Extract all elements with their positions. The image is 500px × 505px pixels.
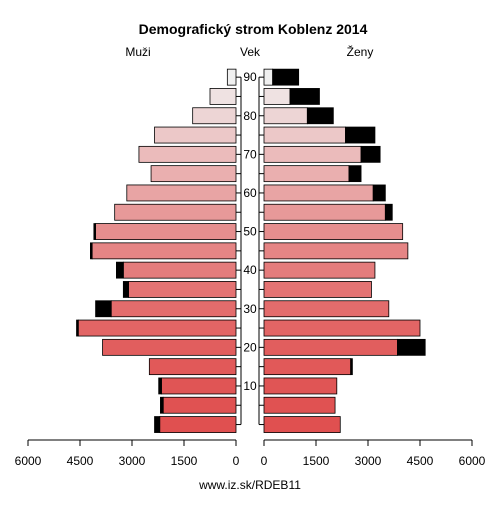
men-bar-40-44: [122, 261, 237, 279]
men-excess-bar-35-39: [122, 281, 129, 298]
women-excess-bar-85-89: [289, 88, 320, 105]
bars-group: [76, 68, 426, 433]
men-bar-20-24: [102, 338, 237, 356]
men-excess-bar-5-9: [160, 396, 164, 414]
men-x-tick-label: 3000: [119, 454, 146, 468]
axes-group: 10 20 30 40 50 60 70 80 90 6000 4500 3000 1500 0 0 1500…: [15, 70, 486, 468]
age-tick-label: 60: [243, 186, 257, 200]
women-bar-45-49: [263, 242, 409, 260]
women-bar-60-64: [263, 184, 374, 202]
men-bar-35-39: [128, 281, 237, 298]
men-label: Muži: [125, 45, 150, 59]
men-bar-45-49: [91, 242, 237, 260]
men-x-tick-label: 6000: [15, 454, 42, 468]
age-tick-label: 40: [243, 263, 257, 277]
men-bar-90+: [226, 68, 237, 86]
men-x-tick-label: 1500: [171, 454, 198, 468]
age-tick-label: 90: [243, 70, 257, 84]
women-bar-90+: [263, 68, 274, 86]
men-bar-30-34: [110, 300, 237, 318]
women-excess-bar-15-19: [350, 358, 353, 376]
women-bar-75-79: [263, 126, 346, 144]
men-bar-80-84: [192, 107, 237, 125]
women-excess-bar-90+: [272, 68, 300, 86]
men-bar-60-64: [126, 184, 237, 202]
women-excess-bar-75-79: [345, 126, 376, 144]
men-excess-bar-40-44: [116, 261, 124, 279]
age-tick-label: 80: [243, 109, 257, 123]
men-x-tick-label: 0: [233, 454, 240, 468]
women-bar-0-4: [263, 416, 341, 433]
men-bar-25-29: [77, 319, 237, 337]
women-bar-40-44: [263, 261, 376, 279]
women-bar-70-74: [263, 145, 362, 163]
men-bar-85-89: [209, 88, 237, 105]
age-tick-label: 50: [243, 225, 257, 239]
footer-url: www.iz.sk/RDEB11: [198, 478, 301, 492]
men-bar-65-69: [150, 165, 237, 183]
men-bar-0-4: [159, 416, 237, 433]
women-bar-50-54: [263, 223, 404, 240]
men-bar-5-9: [162, 396, 237, 414]
women-excess-bar-65-69: [348, 165, 362, 183]
men-excess-bar-25-29: [76, 319, 79, 337]
women-x-tick-label: 6000: [459, 454, 486, 468]
women-excess-bar-20-24: [397, 338, 426, 356]
women-excess-bar-80-84: [306, 107, 334, 125]
age-label: Vek: [240, 45, 261, 59]
men-bar-10-14: [161, 377, 237, 395]
women-bar-5-9: [263, 396, 336, 414]
age-tick-label: 70: [243, 147, 257, 161]
women-bar-15-19: [263, 358, 352, 376]
women-bar-25-29: [263, 319, 421, 337]
women-bar-55-59: [263, 203, 386, 221]
age-tick-label: 30: [243, 302, 257, 316]
men-x-tick-label: 4500: [67, 454, 94, 468]
men-bar-15-19: [148, 358, 237, 376]
women-x-tick-label: 3000: [355, 454, 382, 468]
men-excess-bar-50-54: [93, 223, 97, 240]
age-tick-label: 20: [243, 340, 257, 354]
men-excess-bar-10-14: [158, 377, 162, 395]
men-bar-55-59: [114, 203, 237, 221]
women-bar-30-34: [263, 300, 390, 318]
men-bar-70-74: [138, 145, 237, 163]
men-excess-bar-0-4: [154, 416, 161, 433]
women-x-tick-label: 1500: [303, 454, 330, 468]
women-bar-20-24: [263, 338, 398, 356]
women-excess-bar-70-74: [360, 145, 381, 163]
women-bar-10-14: [263, 377, 338, 395]
women-excess-bar-60-64: [372, 184, 386, 202]
men-bar-50-54: [95, 223, 237, 240]
men-excess-bar-45-49: [90, 242, 93, 260]
women-bar-85-89: [263, 88, 291, 105]
women-bar-35-39: [263, 281, 372, 298]
men-bar-75-79: [154, 126, 237, 144]
women-bar-65-69: [263, 165, 350, 183]
women-bar-80-84: [263, 107, 308, 125]
chart-title: Demografický strom Koblenz 2014: [139, 21, 368, 37]
women-excess-bar-55-59: [384, 203, 393, 221]
men-excess-bar-30-34: [95, 300, 112, 318]
women-label: Ženy: [347, 44, 374, 59]
age-tick-label: 10: [243, 379, 257, 393]
women-x-tick-label: 4500: [407, 454, 434, 468]
women-x-tick-label: 0: [261, 454, 268, 468]
